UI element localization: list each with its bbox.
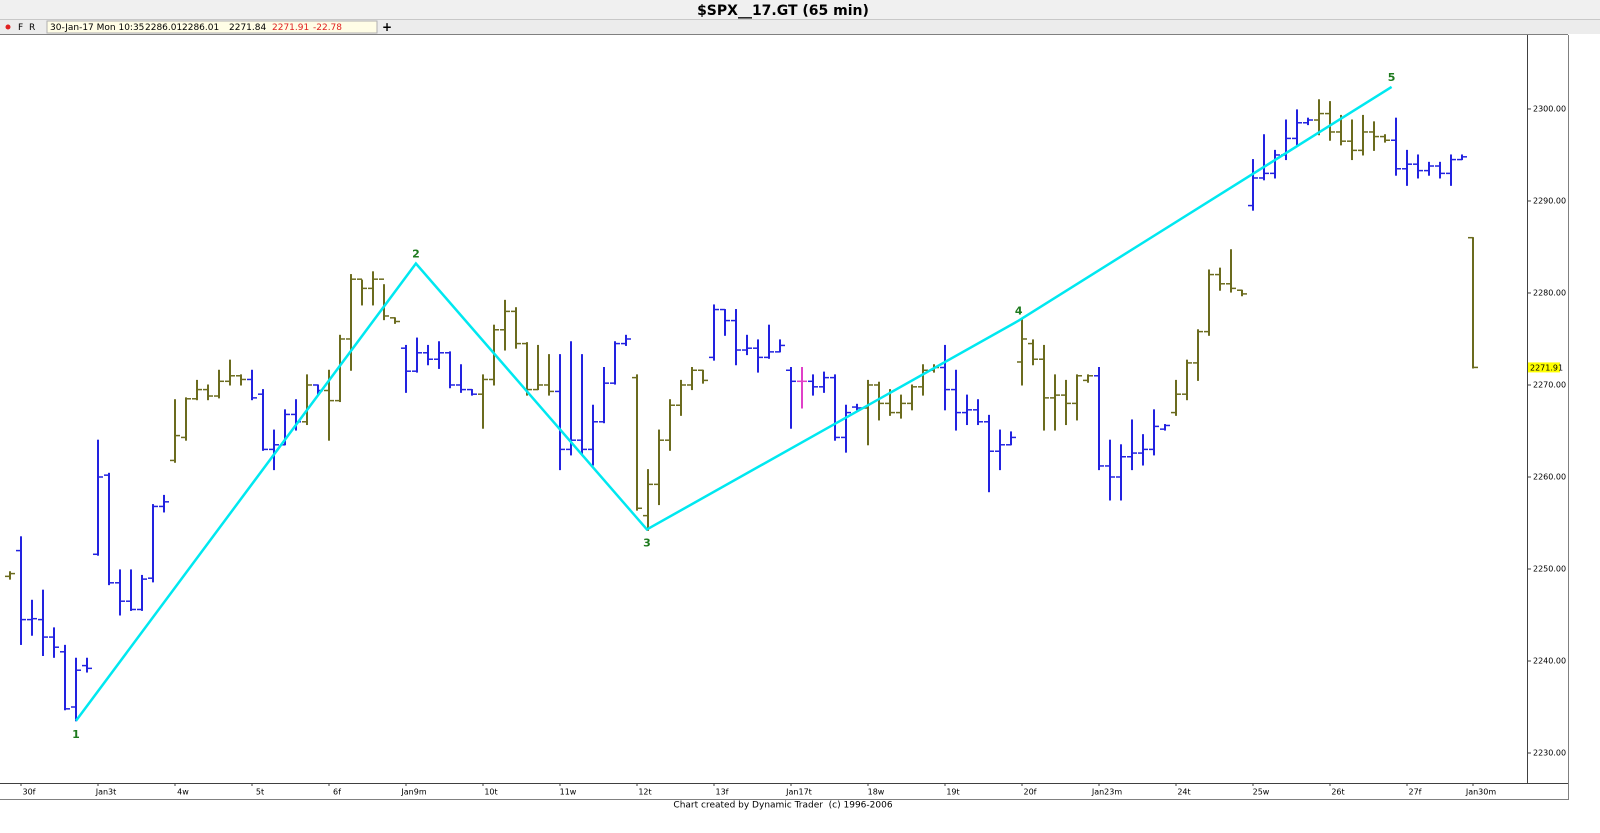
y-tick-label: 2280.00 [1533,288,1566,297]
x-tick-label: 10t [484,788,497,797]
x-tick-label: 18w [868,788,885,797]
x-tick-label: 24t [1177,788,1190,797]
chart-title: $SPX__17.GT (65 min) [697,3,869,19]
header-flag[interactable]: R [29,23,35,33]
x-tick-label: Jan23m [1091,788,1123,797]
header-flag[interactable]: F [18,23,23,33]
wave-label: 2 [412,248,420,261]
x-tick-label: 12t [638,788,651,797]
x-tick-label: 26t [1331,788,1344,797]
x-tick-label: 20f [1024,788,1037,797]
x-tick-label: 5t [256,788,264,797]
header-row [0,20,1600,34]
add-button[interactable]: + [382,20,392,34]
x-tick-label: 4w [177,788,189,797]
x-tick-label: 30f [23,788,36,797]
x-tick-label: Jan9m [400,788,426,797]
y-tick-label: 2290.00 [1533,196,1566,205]
last-price-box [1528,362,1560,373]
x-tick-label: 11w [560,788,577,797]
quote-open: 2286.01 [145,23,182,33]
wave-label: 3 [643,536,651,549]
x-tick-label: 25w [1253,788,1270,797]
quote-box [46,20,378,34]
x-tick-label: 19t [946,788,959,797]
quote-high: 2286.01 [182,23,219,33]
x-tick-label: Jan3t [95,788,117,797]
wave-label: 1 [72,728,80,741]
y-tick-label: 2300.00 [1533,104,1566,113]
y-tick-label: 2260.00 [1533,472,1566,481]
quote-low: 2271.84 [229,23,266,33]
quote-datetime: 30-Jan-17 Mon 10:35 [50,23,144,33]
quote-close: 2271.91 [272,23,309,33]
status-dot [5,24,11,30]
last-price-label: 2271.91 [1530,363,1563,372]
wave-line [74,85,1393,722]
x-tick-label: 13f [716,788,729,797]
x-tick-label: 6f [333,788,341,797]
y-tick-label: 2240.00 [1533,657,1566,666]
x-tick-label: Jan30m [1465,788,1497,797]
x-tick-label: 27f [1409,788,1422,797]
title-bar [0,0,1600,20]
x-tick-label: Jan17t [785,788,812,797]
y-tick-label: 2230.00 [1533,749,1566,758]
y-tick-label: 2250.00 [1533,564,1566,573]
wave-label: 4 [1015,305,1023,318]
wave-label: 5 [1388,71,1396,84]
y-tick-label: 2270.00 [1533,380,1566,389]
footer-credit: Chart created by Dynamic Trader (c) 1996… [673,801,892,811]
quote-change: -22.78 [313,23,342,33]
